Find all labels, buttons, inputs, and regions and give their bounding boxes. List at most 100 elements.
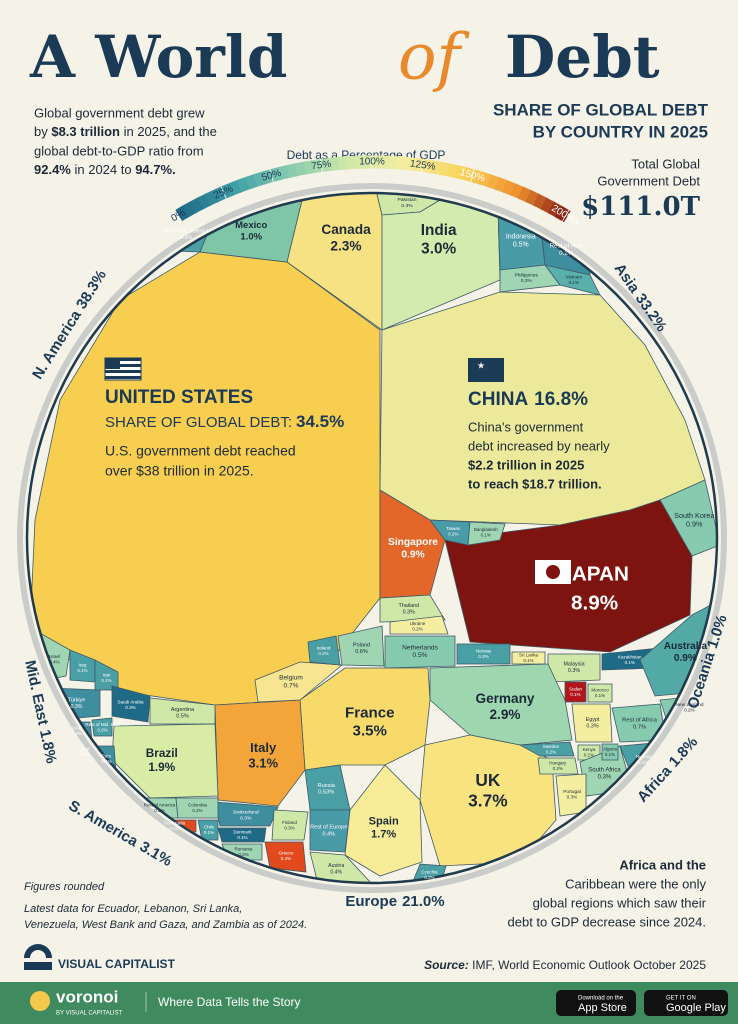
cell-name: Mexico [235,220,267,231]
t: in 2024 to [71,162,135,177]
china-note: debt increased by nearly [468,438,610,453]
badge-text: Download on the [578,996,624,1002]
cell-value: 0.7% [633,725,646,731]
cell-name: Ukraine [410,621,426,626]
note-line: global regions which saw their [533,895,707,910]
cell-name: JAPAN [560,563,629,586]
cell-name: Belgium [279,675,303,682]
intro-line: global debt-to-GDP ratio from [34,143,204,158]
africa-note: Africa and the Caribbean were the only g… [508,857,707,929]
cell-name: Australia [664,641,708,652]
cell [467,521,506,546]
note-line: Africa and the [619,857,706,872]
legend-tick-label: 125% [409,158,436,172]
cell-name: Nigeria [636,754,651,759]
cells [29,194,716,882]
cell-value: 0.1% [605,752,615,757]
cell-name: Germany [475,691,534,706]
cell-name: Venezuela [164,820,186,825]
cell-value: 0.3% [401,203,413,209]
cell-name: Netherlands [402,644,438,651]
cell-name: Chile [204,824,215,829]
cell-value: 1.9% [148,761,175,774]
cell-value: 0.2% [684,708,696,714]
cell-name: Vietnam [566,274,583,279]
app-name: voronoi [56,987,118,1006]
legend-tick-label: 50% [260,168,282,184]
cell-value: 3.5% [353,723,388,740]
china-note: to reach $18.7 trillion. [468,476,602,491]
cell [379,594,446,623]
region-name: Asia [611,260,643,296]
cell-name: Taiwan [446,526,461,531]
cell [175,797,219,819]
cell-value: 0.2% [559,250,574,257]
legend-tick [421,158,425,173]
cell-value: 0.9% [674,653,697,664]
cell [571,703,613,743]
total-value: $111.0T [581,192,701,222]
cell [379,489,446,599]
t: by [34,124,51,139]
cell-name: Malaysia [563,662,584,668]
cell [384,635,456,669]
cell-name: Bangladesh [474,527,498,532]
cell-value: 0.2% [238,852,248,857]
cell-value: 0.1% [625,660,635,665]
cell-name: UNITED STATES [105,387,253,408]
cell-value: 0.1% [481,533,491,538]
cell-name: Iraq [79,662,87,667]
cell-name: Kenya [583,747,596,752]
region-value: 33.2% [632,290,670,335]
cell-name: Russia [318,783,336,789]
google-play-badge[interactable] [644,990,728,1016]
cell [389,615,449,635]
legend-tick [269,168,274,183]
cell-label: CHINA 16.8% [468,389,588,410]
cell-value: SHARE OF GLOBAL DEBT: 34.5% [105,412,344,431]
region-value: 1.8% [666,734,702,771]
cell-name: Poland [353,642,370,648]
cell-value: 0.1% [638,760,650,765]
cell-name: Colombia [188,802,208,807]
cell-value: 0.9% [686,520,703,529]
cell-value: 0.1% [204,830,214,835]
region-value: 3.1% [137,838,175,870]
cell-name: Canada [321,222,371,237]
note-line: debt to GDP decrease since 2024. [508,914,707,929]
vc-logo [24,944,52,970]
publisher: VISUAL CAPITALIST [58,957,176,971]
voronoi-logo [30,991,50,1011]
cell-value: 0.2% [72,731,82,736]
title: A World [29,23,287,91]
cell-value: 3.0% [421,240,456,257]
app-store-badge[interactable] [556,990,636,1016]
cell-value: 0.1% [523,658,533,663]
t: 92.4% [34,162,71,177]
cell-value: 0.1% [79,752,89,757]
cell-name: Rest of Asia [550,242,584,249]
cell [91,717,113,737]
title: of [398,21,471,95]
cell [564,681,587,703]
cell [337,625,385,667]
cell-name: South Africa [588,767,621,773]
cell-name: Rest of Mid. East [85,722,120,727]
note: Figures rounded [24,881,105,893]
region-value: 1.8% [36,728,60,765]
cell-value: 0.3% [125,705,136,710]
cell-name: Ireland [317,646,331,651]
total-label: Government Debt [597,173,700,188]
circle-outline [25,191,719,885]
cell-value: 1.0% [240,231,262,242]
cell-name: New Zealand [676,702,704,708]
cell-name: Sri Lanka [519,652,539,657]
cell [307,635,341,666]
cell-value: 2.3% [330,238,361,253]
intro-line: Global government debt grew [34,105,205,120]
cell-name: Brazil [146,747,178,760]
cell-value: 0.1% [77,668,87,673]
t: 94.7%. [135,162,175,177]
cell [111,685,151,723]
